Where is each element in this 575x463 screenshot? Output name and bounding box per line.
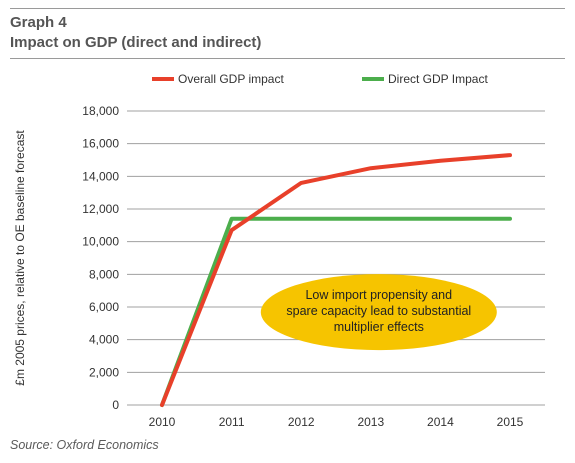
annotation-callout bbox=[260, 274, 497, 351]
chart-title: Impact on GDP (direct and indirect) bbox=[10, 34, 262, 51]
x-tick-label: 2015 bbox=[497, 415, 524, 429]
x-tick-label: 2011 bbox=[219, 415, 245, 429]
legend-item-overall: Overall GDP impact bbox=[152, 72, 284, 86]
x-tick-label: 2014 bbox=[427, 415, 454, 429]
y-tick-label: 18,000 bbox=[82, 104, 119, 118]
y-tick-label: 0 bbox=[112, 398, 119, 412]
y-tick-label: 14,000 bbox=[82, 169, 119, 183]
y-tick-label: 10,000 bbox=[82, 235, 119, 249]
legend-label-direct: Direct GDP Impact bbox=[388, 72, 488, 86]
y-tick-label: 8,000 bbox=[89, 267, 119, 281]
series-line-overall-gdp bbox=[160, 153, 512, 407]
annotation-text-line: spare capacity lead to substantial bbox=[286, 304, 471, 318]
chart-header: Graph 4 Impact on GDP (direct and indire… bbox=[10, 13, 261, 53]
y-tick-label: 16,000 bbox=[82, 137, 119, 151]
series-line-direct-gdp bbox=[160, 216, 512, 407]
y-tick-label: 6,000 bbox=[89, 300, 119, 314]
annotation-text-line: multiplier effects bbox=[334, 320, 424, 334]
x-tick-label: 2012 bbox=[288, 415, 315, 429]
annotation-text-line: Low import propensity and bbox=[305, 288, 452, 302]
y-tick-label: 4,000 bbox=[89, 333, 119, 347]
y-tick-label: 2,000 bbox=[89, 365, 119, 379]
legend-label-overall: Overall GDP impact bbox=[178, 72, 284, 86]
graph-label: Graph 4 bbox=[10, 14, 67, 31]
legend-swatch-overall bbox=[152, 77, 174, 81]
legend-item-direct: Direct GDP Impact bbox=[362, 72, 488, 86]
header-rule bbox=[10, 58, 565, 59]
legend: Overall GDP impact Direct GDP Impact bbox=[0, 72, 575, 92]
x-tick-label: 2010 bbox=[149, 415, 176, 429]
top-rule bbox=[10, 8, 565, 9]
x-tick-label: 2013 bbox=[357, 415, 384, 429]
legend-swatch-direct bbox=[362, 77, 384, 81]
y-tick-label: 12,000 bbox=[82, 202, 119, 216]
source-note: Source: Oxford Economics bbox=[10, 438, 159, 452]
